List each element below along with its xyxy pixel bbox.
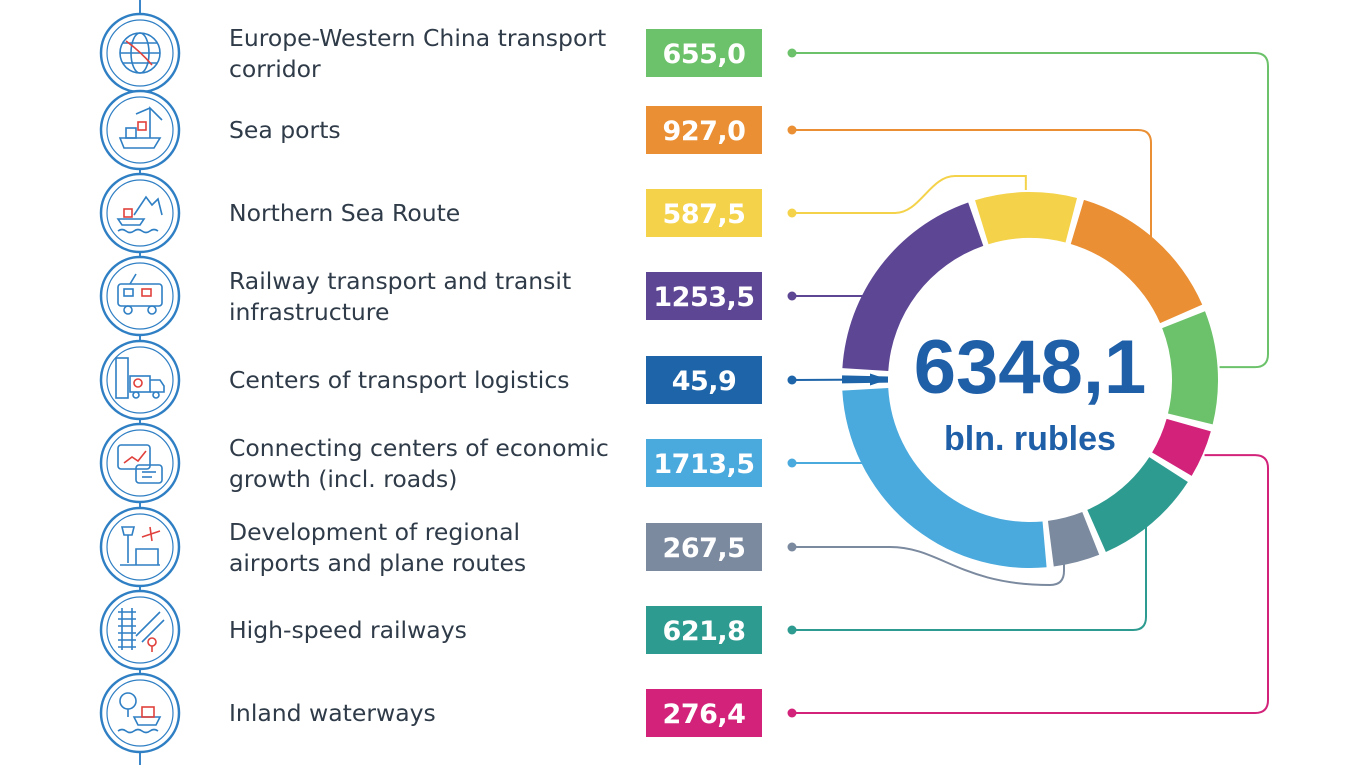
category-label: Inland waterways [229,699,436,727]
category-label-line: Centers of transport logistics [229,366,570,394]
airport-icon [99,506,181,588]
value-box [646,439,762,487]
total-value: 6348,1 [914,325,1146,410]
high-speed-rail-icon [99,589,181,671]
total-unit: bln. rubles [944,420,1116,458]
growth-chart-icon [99,422,181,504]
connector-dot [787,625,797,635]
connector-line [792,546,1065,587]
connector-dot [787,458,797,468]
category-label-line: Inland waterways [229,699,436,727]
connector-dot [787,48,797,58]
category-label-line: Railway transport and transit [229,267,571,295]
value-label: 276,4 [663,699,746,730]
train-icon [99,255,181,337]
connector-line [792,175,1027,214]
value-label: 587,5 [663,199,746,230]
donut-segment [975,192,1078,245]
category-label-line: Development of regional [229,518,520,546]
donut-segment [1152,418,1211,476]
category-label: Sea ports [229,116,341,144]
connector-dot [787,208,797,218]
connector-line [792,454,1269,714]
category-label: Europe-Western China transport corridor [229,24,606,83]
value-label: 655,0 [663,39,746,70]
category-label: Development of regional airports and plan… [229,518,526,577]
category-rows: Europe-Western China transport corridor 65… [99,0,762,765]
category-label-line: Sea ports [229,116,341,144]
donut-segment [842,202,984,372]
category-label-line: corridor [229,55,321,83]
connector-line [792,524,1147,631]
value-label: 1253,5 [653,282,754,313]
category-label: Northern Sea Route [229,199,460,227]
donut-segment [1087,457,1188,553]
globe-icon [99,12,181,94]
category-label-line: High-speed railways [229,616,467,644]
connector-dot [787,542,797,552]
donut-segment [1162,311,1218,425]
donut-segment [1070,199,1203,324]
warehouse-truck-icon [99,339,181,421]
value-box [646,606,762,654]
value-label: 1713,5 [653,449,754,480]
value-box [646,189,762,237]
value-box [646,523,762,571]
category-label-line: Connecting centers of economic [229,434,609,462]
connector-dot [787,375,797,385]
value-label: 267,5 [663,533,746,564]
value-box [646,29,762,77]
icebreaker-icon [99,172,181,254]
connector-dot [787,291,797,301]
value-label: 621,8 [663,616,746,647]
value-label: 45,9 [672,366,737,397]
category-label: Railway transport and transit infrastruct… [229,267,571,326]
category-label-line: airports and plane routes [229,549,526,577]
value-box [646,356,762,404]
category-label: Centers of transport logistics [229,366,570,394]
category-label-line: infrastructure [229,298,389,326]
category-label: High-speed railways [229,616,467,644]
connector-dot [787,708,797,718]
value-box [646,689,762,737]
category-label-line: Northern Sea Route [229,199,460,227]
category-label-line: Europe-Western China transport [229,24,606,52]
donut-segment [841,375,889,384]
donut-segment [842,388,1047,568]
donut-ring [841,192,1218,568]
donut-segment [1047,512,1100,567]
connector-line [792,52,1269,369]
value-box [646,272,762,320]
river-boat-icon [99,672,181,754]
value-label: 927,0 [663,116,746,147]
port-crane-icon [99,89,181,171]
connector-line [792,129,1152,243]
value-box [646,106,762,154]
category-label: Connecting centers of economic growth (in… [229,434,609,493]
connector-dot [787,125,797,135]
category-label-line: growth (incl. roads) [229,465,457,493]
